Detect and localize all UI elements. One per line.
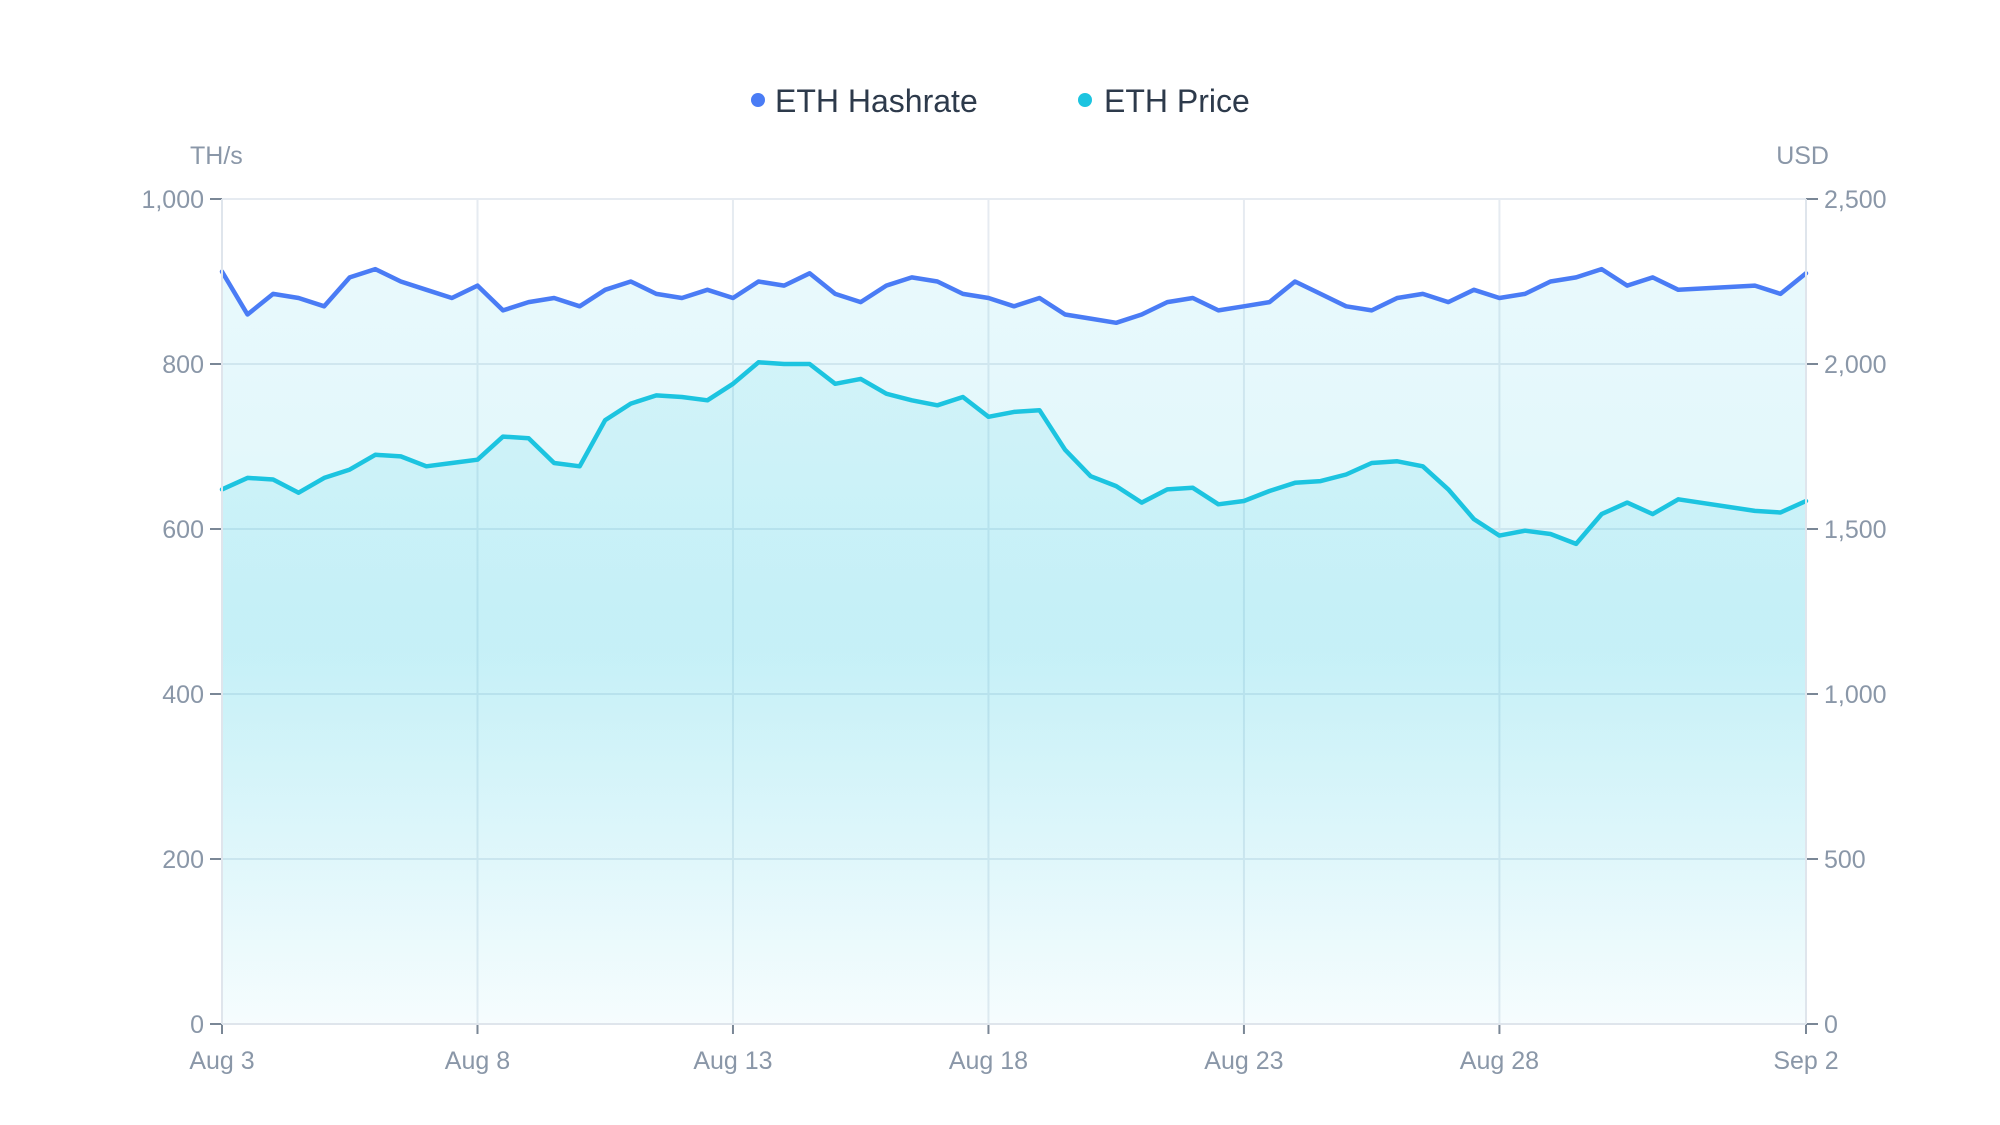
- chart-area-layer: [222, 269, 1806, 1025]
- left-axis-tick-label: 0: [190, 1011, 204, 1039]
- x-axis-tick-label: Sep 2: [1773, 1047, 1838, 1075]
- right-axis-unit: USD: [1776, 142, 1829, 170]
- series-line-eth-price: [219, 360, 1809, 547]
- right-axis-tick-label: 1,500: [1824, 516, 1887, 544]
- series-line-eth-hashrate: [219, 266, 1809, 326]
- x-axis-tick-label: Aug 28: [1460, 1047, 1539, 1075]
- left-axis-tick-label: 600: [162, 516, 204, 544]
- x-axis-tick-label: Aug 8: [445, 1047, 510, 1075]
- left-axis-unit: TH/s: [190, 142, 243, 170]
- legend-label-eth-hashrate: ETH Hashrate: [775, 83, 978, 119]
- left-axis-tick-label: 1,000: [141, 186, 204, 214]
- x-axis-tick-label: Aug 3: [189, 1047, 254, 1075]
- chart-axes: 0 200 400 600 800 1,000 0 500 1,000 1,500 2,000 2,5…: [141, 186, 1886, 1075]
- right-axis-tick-label: 2,000: [1824, 351, 1887, 379]
- x-axis-tick-label: Aug 13: [693, 1047, 772, 1075]
- legend-marker-eth-hashrate: [751, 93, 765, 107]
- x-axis-tick-label: Aug 18: [949, 1047, 1028, 1075]
- chart-legend: ETH Hashrate ETH Price: [751, 83, 1250, 119]
- right-axis-tick-label: 500: [1824, 846, 1866, 874]
- left-axis-tick-label: 200: [162, 846, 204, 874]
- left-axis-tick-label: 800: [162, 351, 204, 379]
- area-eth-price: [222, 362, 1806, 1024]
- right-axis-tick-label: 1,000: [1824, 681, 1887, 709]
- x-axis-tick-label: Aug 23: [1204, 1047, 1283, 1075]
- chart-series-layer: [219, 266, 1809, 547]
- legend-marker-eth-price: [1078, 93, 1092, 107]
- right-axis-tick-label: 0: [1824, 1011, 1838, 1039]
- left-axis-tick-label: 400: [162, 681, 204, 709]
- legend-label-eth-price: ETH Price: [1104, 83, 1250, 119]
- right-axis-tick-label: 2,500: [1824, 186, 1887, 214]
